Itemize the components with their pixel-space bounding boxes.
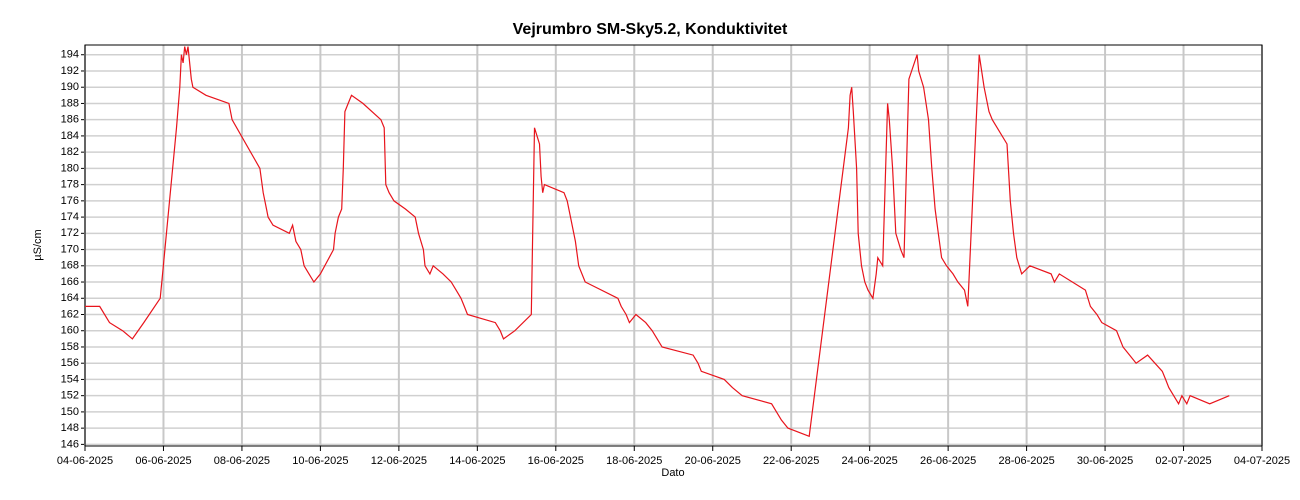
y-tick-label: 194 bbox=[61, 49, 79, 61]
x-tick-label: 06-06-2025 bbox=[135, 455, 191, 467]
x-axis-label: Dato bbox=[661, 467, 684, 479]
y-tick-label: 190 bbox=[61, 81, 79, 93]
x-tick-label: 02-07-2025 bbox=[1155, 455, 1211, 467]
y-tick-label: 164 bbox=[61, 292, 79, 304]
x-tick-label: 12-06-2025 bbox=[371, 455, 427, 467]
y-tick-label: 174 bbox=[61, 211, 79, 223]
y-tick-label: 184 bbox=[61, 130, 79, 142]
x-tick-label: 08-06-2025 bbox=[214, 455, 270, 467]
y-tick-label: 176 bbox=[61, 195, 79, 207]
chart-title: Vejrumbro SM-Sky5.2, Konduktivitet bbox=[513, 21, 788, 38]
x-tick-label: 04-06-2025 bbox=[57, 455, 113, 467]
y-tick-label: 168 bbox=[61, 260, 79, 272]
x-tick-label: 22-06-2025 bbox=[763, 455, 819, 467]
x-tick-label: 20-06-2025 bbox=[685, 455, 741, 467]
x-tick-label: 14-06-2025 bbox=[449, 455, 505, 467]
y-tick-label: 150 bbox=[61, 406, 79, 418]
y-tick-label: 148 bbox=[61, 422, 79, 434]
y-tick-label: 160 bbox=[61, 325, 79, 337]
y-tick-label: 156 bbox=[61, 357, 79, 369]
y-tick-label: 180 bbox=[61, 162, 79, 174]
y-tick-label: 186 bbox=[61, 114, 79, 126]
y-tick-label: 154 bbox=[61, 373, 79, 385]
data-line bbox=[85, 46, 1230, 438]
x-tick-label: 10-06-2025 bbox=[292, 455, 348, 467]
x-tick-label: 18-06-2025 bbox=[606, 455, 662, 467]
y-tick-label: 192 bbox=[61, 65, 79, 77]
x-tick-label: 28-06-2025 bbox=[998, 455, 1054, 467]
x-tick-label: 24-06-2025 bbox=[842, 455, 898, 467]
x-tick-label: 04-07-2025 bbox=[1234, 455, 1290, 467]
x-tick-label: 30-06-2025 bbox=[1077, 455, 1133, 467]
plot-border bbox=[84, 44, 1263, 447]
x-tick-label: 26-06-2025 bbox=[920, 455, 976, 467]
y-tick-label: 188 bbox=[61, 97, 79, 109]
y-tick-label: 178 bbox=[61, 179, 79, 191]
x-tick-label: 16-06-2025 bbox=[528, 455, 584, 467]
y-tick-label: 158 bbox=[61, 341, 79, 353]
y-tick-label: 182 bbox=[61, 146, 79, 158]
y-tick-label: 152 bbox=[61, 390, 79, 402]
y-axis-label: µS/cm bbox=[32, 229, 44, 260]
y-tick-label: 170 bbox=[61, 243, 79, 255]
y-tick-label: 172 bbox=[61, 227, 79, 239]
y-tick-label: 166 bbox=[61, 276, 79, 288]
y-tick-label: 146 bbox=[61, 438, 79, 450]
y-tick-label: 162 bbox=[61, 308, 79, 320]
